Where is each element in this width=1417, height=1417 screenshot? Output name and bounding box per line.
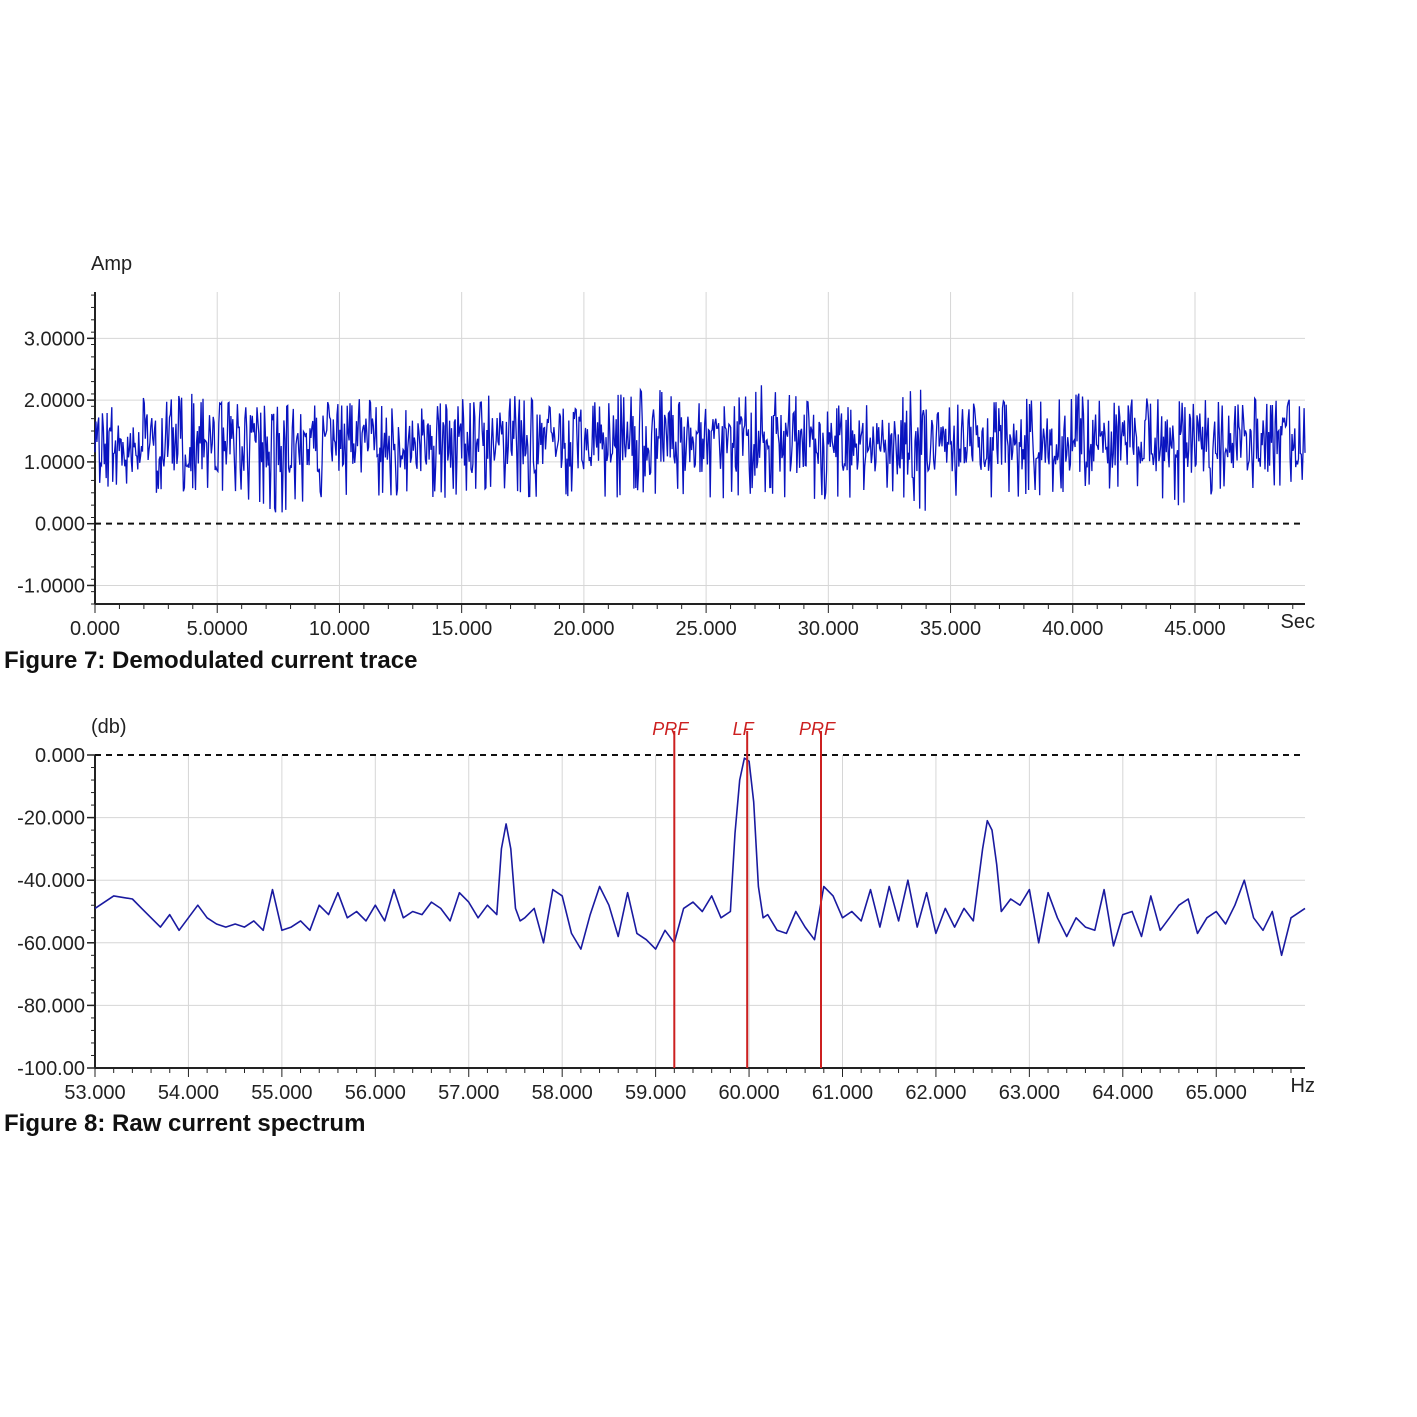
y-tick-label: 2.0000	[24, 390, 85, 412]
marker-label-prf: PRF	[652, 719, 689, 739]
x-tick-label: 30.000	[798, 618, 859, 640]
demodulated-current-chart: 0.000 5.0000 10.000 15.000 20.000 25.000 30.00…	[17, 253, 1315, 640]
figure-7-caption: Figure 7: Demodulated current trace	[4, 647, 418, 674]
marker-label-lf: LF	[733, 719, 755, 739]
x-tick-label: 20.000	[553, 618, 614, 640]
x-tick-label: 53.000	[64, 1082, 125, 1104]
y-axis-label: Amp	[91, 253, 132, 275]
x-tick-label: 60.000	[718, 1082, 779, 1104]
x-tick-label: 5.0000	[187, 618, 248, 640]
figure-8-caption: Figure 8: Raw current spectrum	[4, 1110, 366, 1137]
marker-label-prf: PRF	[799, 719, 836, 739]
x-tick-label: 15.000	[431, 618, 492, 640]
y-tick-label: -40.000	[17, 870, 85, 892]
x-tick-label: 56.000	[345, 1082, 406, 1104]
x-tick-label: 40.000	[1042, 618, 1103, 640]
y-tick-label: -20.000	[17, 808, 85, 830]
x-tick-label: 65.000	[1186, 1082, 1247, 1104]
y-axis-label: (db)	[91, 716, 127, 738]
x-unit-label: Sec	[1281, 611, 1315, 633]
x-tick-label: 0.000	[70, 618, 120, 640]
y-tick-label: -1.0000	[17, 575, 85, 597]
x-tick-label: 58.000	[532, 1082, 593, 1104]
raw-current-spectrum-chart: 53.000 54.000 55.000 56.000 57.000 58.000 59.0…	[17, 716, 1315, 1104]
y-tick-label: -60.000	[17, 933, 85, 955]
y-tick-label: -80.000	[17, 995, 85, 1017]
x-tick-label: 63.000	[999, 1082, 1060, 1104]
y-tick-label: 1.0000	[24, 452, 85, 474]
x-tick-label: 54.000	[158, 1082, 219, 1104]
x-tick-label: 55.000	[251, 1082, 312, 1104]
x-tick-label: 62.000	[905, 1082, 966, 1104]
y-tick-label: -100.00	[17, 1058, 85, 1080]
x-tick-label: 59.000	[625, 1082, 686, 1104]
spectrum-line	[94, 757, 1306, 957]
x-tick-label: 35.000	[920, 618, 981, 640]
x-tick-label: 57.000	[438, 1082, 499, 1104]
x-tick-label: 64.000	[1092, 1082, 1153, 1104]
x-tick-label: 10.000	[309, 618, 370, 640]
x-tick-label: 45.000	[1164, 618, 1225, 640]
y-tick-label: 0.000	[35, 745, 85, 767]
y-tick-label: 0.000	[35, 514, 85, 536]
x-tick-label: 25.000	[676, 618, 737, 640]
x-tick-label: 61.000	[812, 1082, 873, 1104]
current-trace-line	[94, 385, 1306, 513]
y-tick-label: 3.0000	[24, 328, 85, 350]
x-unit-label: Hz	[1291, 1075, 1315, 1097]
